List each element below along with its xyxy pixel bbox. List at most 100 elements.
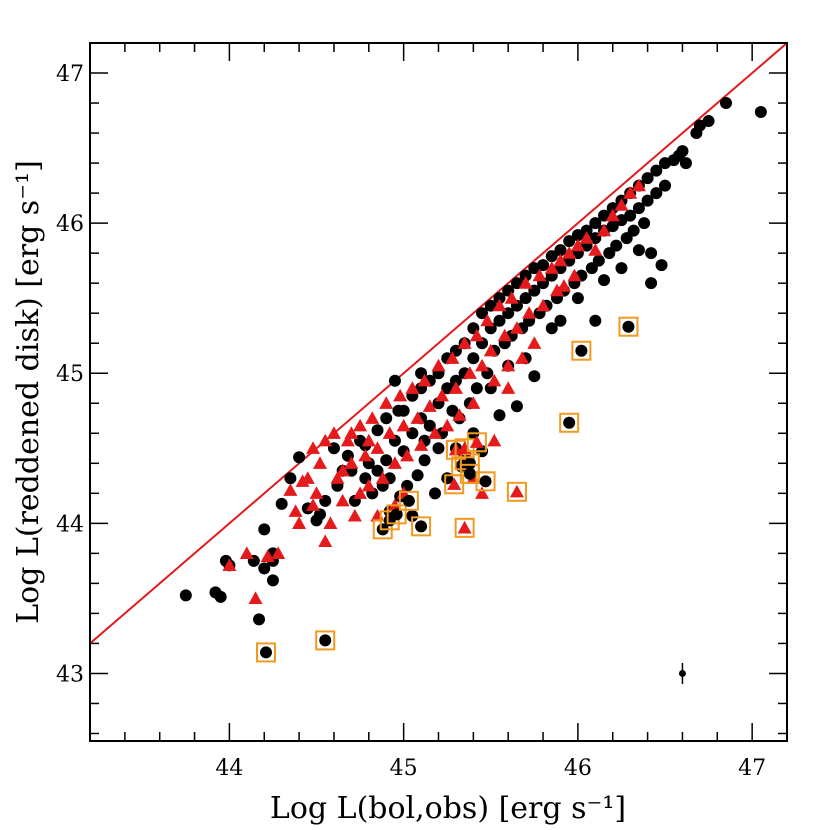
data-point-circle: [258, 562, 271, 575]
data-point-triangle: [518, 276, 533, 289]
y-tick-label: 46: [56, 212, 84, 237]
data-point-box: [454, 438, 475, 459]
x-tick-label: 46: [564, 756, 592, 781]
data-point-circle: [259, 646, 272, 659]
data-point-triangle: [527, 336, 542, 349]
data-point-triangle: [497, 328, 512, 342]
data-point-triangle: [283, 483, 298, 496]
data-point-triangle: [260, 549, 275, 562]
data-point-triangle: [323, 516, 338, 529]
data-point-triangle: [365, 411, 380, 424]
data-point-circle: [592, 254, 605, 267]
data-point-triangle: [344, 456, 359, 469]
data-point-circle: [638, 217, 651, 230]
data-point-triangle: [515, 351, 530, 364]
data-point-triangle: [480, 313, 495, 327]
data-point-circle: [214, 590, 227, 603]
data-point-circle: [371, 464, 384, 477]
data-point-circle: [554, 314, 567, 327]
x-axis-label: Log L(bol,obs) [erg s⁻¹]: [270, 791, 626, 826]
data-point-triangle: [405, 381, 420, 394]
y-tick-label: 43: [56, 662, 84, 687]
data-point-circle: [467, 352, 480, 365]
data-point-circle: [415, 520, 428, 533]
data-point-triangle: [387, 456, 402, 469]
data-point-circle: [319, 634, 332, 647]
data-point-triangle: [440, 418, 455, 432]
data-point-triangle: [501, 381, 516, 394]
data-point-circle: [585, 262, 598, 275]
data-point-circle: [390, 508, 403, 521]
data-point-circle: [589, 217, 602, 230]
data-point-triangle: [462, 366, 477, 379]
data-point-circle: [493, 314, 506, 327]
data-point-triangle: [318, 534, 333, 547]
data-point-circle: [641, 194, 654, 207]
data-point-triangle: [544, 261, 559, 274]
data-point-circle: [275, 497, 288, 510]
data-point-box: [559, 412, 580, 433]
data-point-circle: [632, 202, 645, 215]
data-point-circle: [545, 250, 558, 263]
data-point-circle: [380, 454, 393, 467]
data-point-triangle: [475, 358, 490, 372]
data-point-triangle: [318, 433, 333, 447]
data-point-triangle: [393, 388, 408, 402]
data-point-box: [444, 474, 465, 495]
data-point-circle: [563, 235, 576, 248]
data-point-triangle: [370, 441, 385, 454]
data-point-circle: [432, 442, 445, 455]
data-point-circle: [411, 469, 424, 482]
data-point-circle: [423, 419, 436, 432]
data-point-circle: [632, 244, 645, 257]
data-point-circle: [537, 259, 550, 272]
data-point-triangle: [271, 546, 286, 559]
data-point-box: [315, 630, 336, 651]
data-point-circle: [479, 475, 492, 488]
data-point-circle: [463, 457, 476, 470]
data-point-triangle: [483, 343, 498, 357]
data-point-box: [475, 471, 496, 492]
data-markers: [179, 97, 767, 663]
data-point-triangle: [361, 433, 376, 447]
data-point-triangle: [248, 591, 263, 604]
data-point-circle: [720, 97, 733, 110]
data-point-circle: [580, 224, 593, 237]
data-point-triangle: [382, 426, 397, 439]
data-point-triangle: [340, 433, 355, 447]
data-point-triangle: [353, 418, 368, 432]
data-point-triangle: [487, 373, 502, 387]
data-point-circle: [655, 259, 668, 272]
data-point-circle: [603, 247, 616, 260]
data-point-circle: [258, 523, 271, 536]
data-point-circle: [598, 274, 611, 287]
data-point-circle: [493, 409, 506, 422]
data-point-triangle: [309, 486, 324, 499]
data-point-triangle: [335, 463, 350, 477]
data-point-triangle: [452, 408, 467, 421]
data-point-box: [255, 642, 276, 663]
data-point-triangle: [326, 426, 341, 439]
data-point-circle: [429, 487, 442, 500]
data-point-triangle: [414, 438, 429, 451]
data-point-circle: [650, 164, 663, 177]
data-point-circle: [589, 314, 602, 327]
data-point-circle: [598, 209, 611, 222]
data-point-triangle: [428, 426, 443, 439]
data-point-triangle: [562, 246, 577, 259]
data-point-circle: [519, 269, 532, 282]
data-point-circle: [418, 454, 431, 467]
data-point-triangle: [466, 396, 481, 409]
data-point-triangle: [353, 486, 368, 499]
data-point-triangle: [379, 396, 394, 409]
data-point-circle: [641, 172, 654, 185]
data-point-triangle: [475, 486, 490, 499]
data-point-box: [571, 340, 592, 361]
data-point-triangle: [375, 471, 390, 484]
data-point-triangle: [457, 336, 472, 349]
data-point-circle: [624, 209, 637, 222]
x-tick-label: 45: [390, 756, 418, 781]
data-point-circle: [179, 589, 192, 602]
data-point-triangle: [292, 516, 307, 529]
